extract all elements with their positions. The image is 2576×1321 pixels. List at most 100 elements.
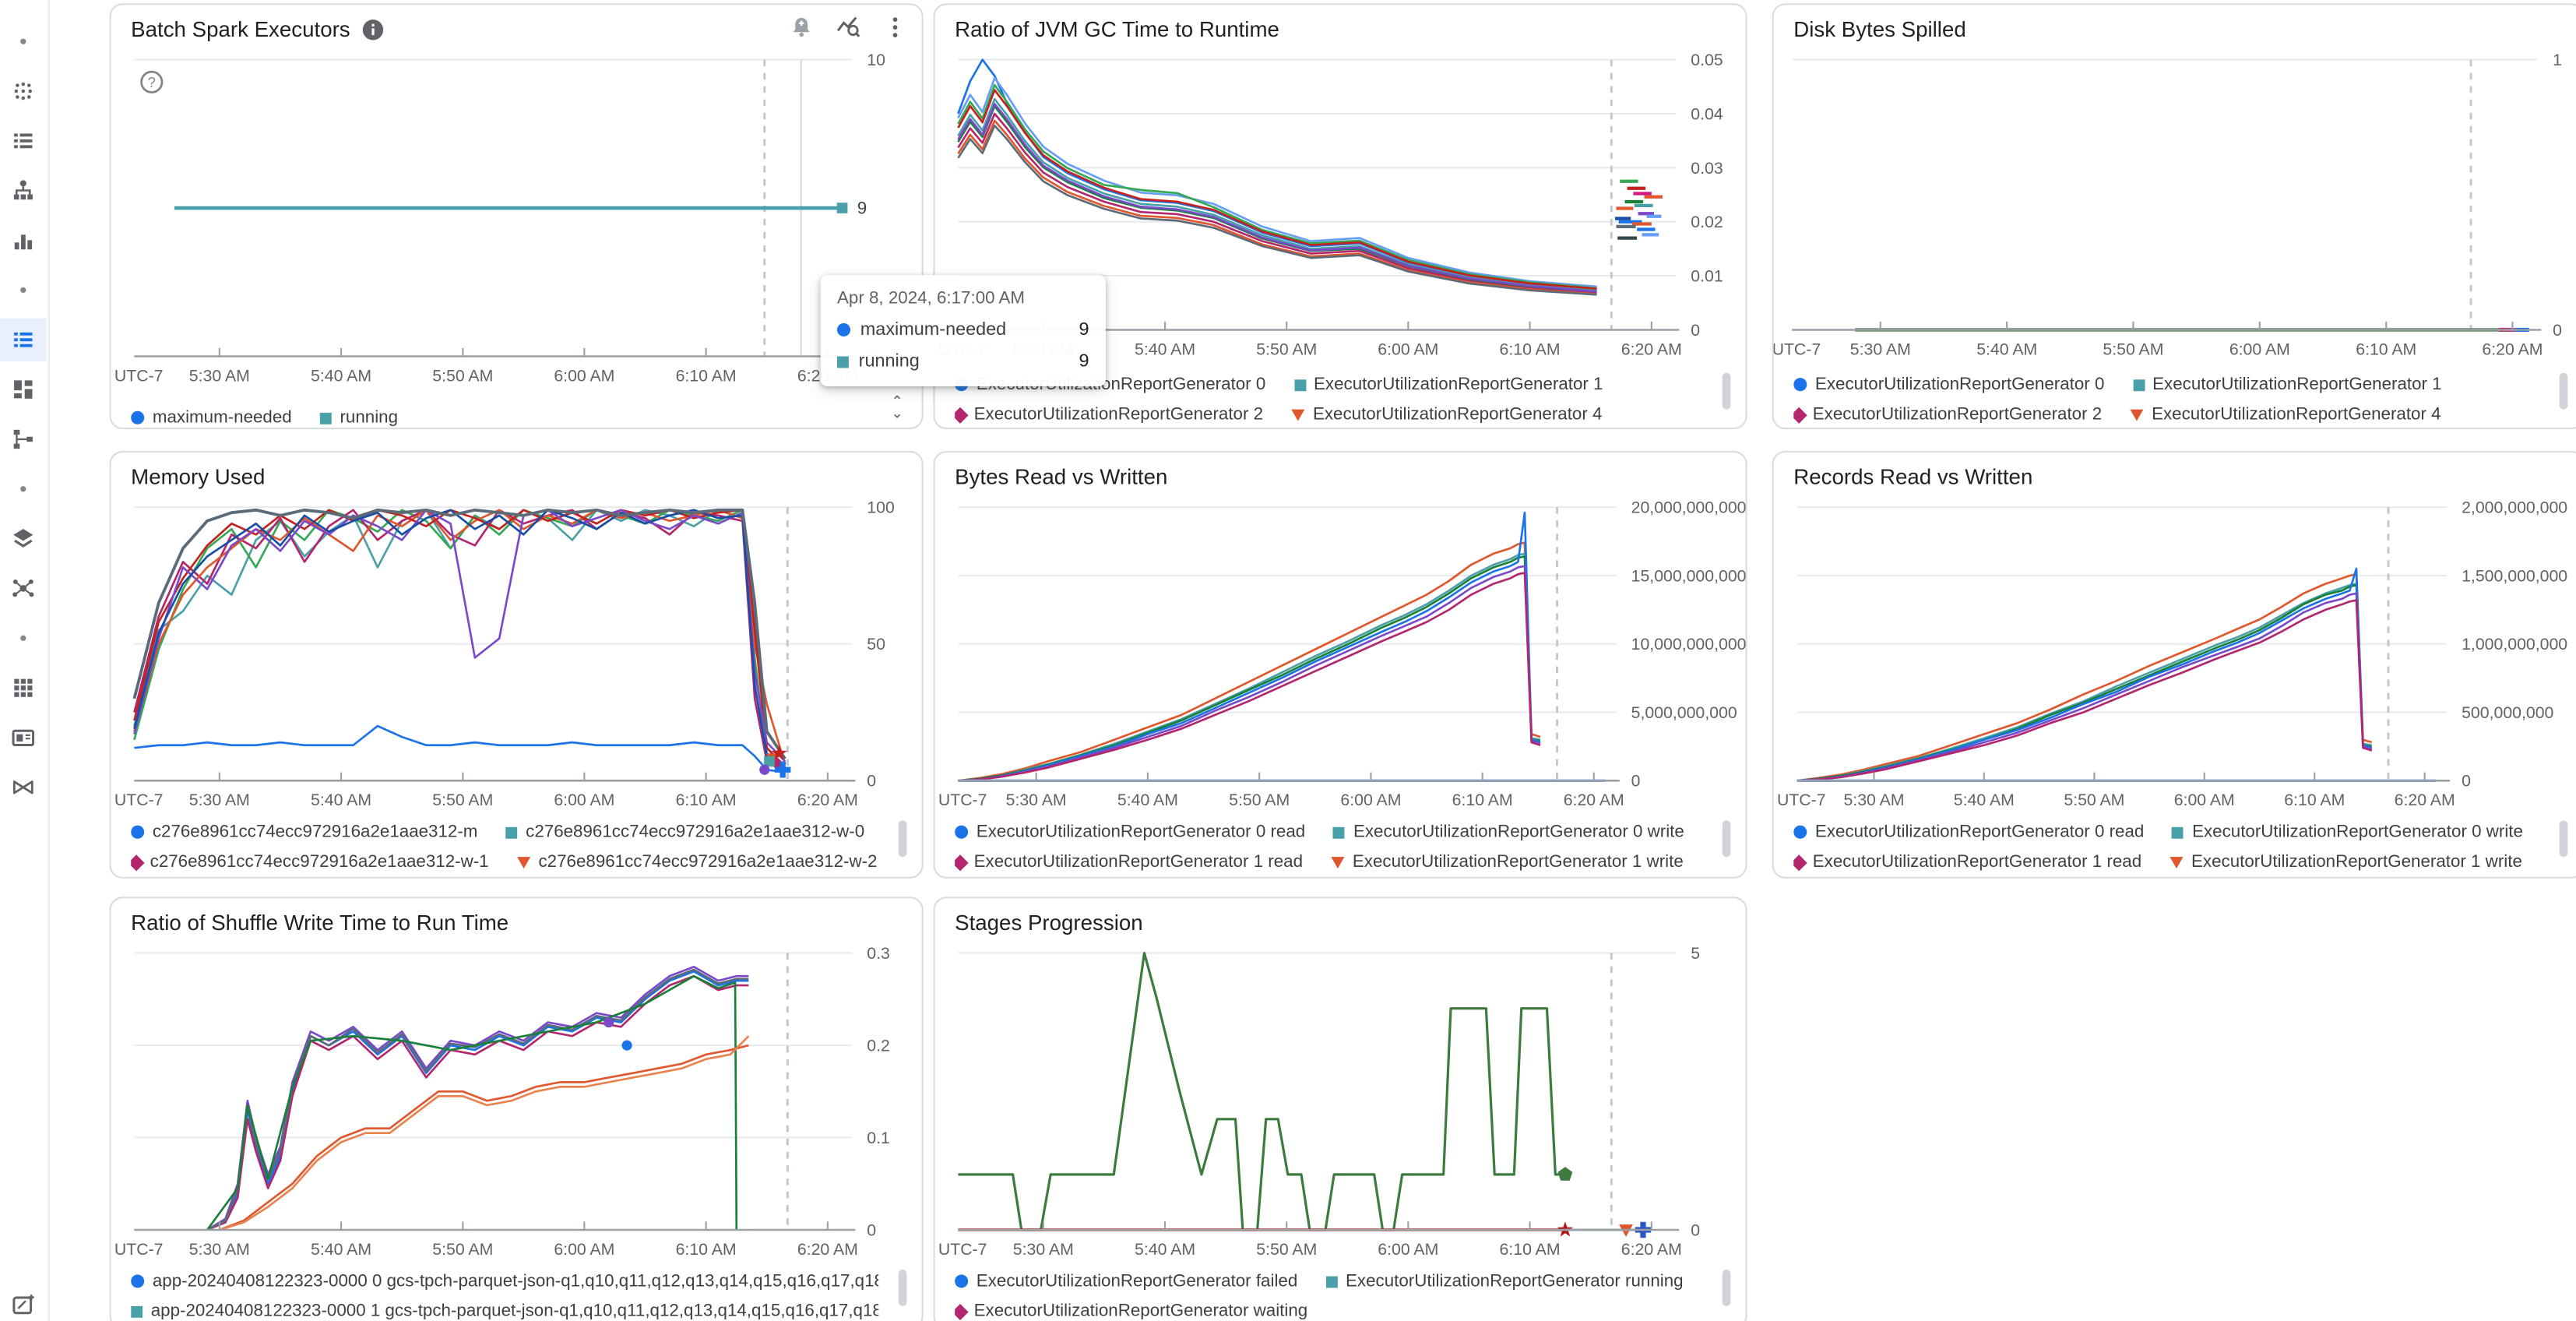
memory-used-chart[interactable]: 100 50 0 5:30 AM 5:40 AM 5:50 AM 6:00 AM 6:10 A… xyxy=(111,495,922,830)
svg-text:5:50 AM: 5:50 AM xyxy=(432,791,493,809)
svg-text:6:00 AM: 6:00 AM xyxy=(554,791,614,809)
legend-item[interactable]: ExecutorUtilizationReportGenerator 1 rea… xyxy=(1793,852,2141,872)
add-alert-icon[interactable] xyxy=(789,15,814,40)
sidebar-item-flow-8[interactable] xyxy=(0,417,47,460)
stages-progression-chart[interactable]: 5 0 5:30 AM 5:40 AM 5:50 AM 6:00 AM 6:10 AM 6:2… xyxy=(935,942,1746,1280)
panel-title: Disk Bytes Spilled xyxy=(1793,16,1966,42)
legend-item[interactable]: app-20240408122323-0000 0 gcs-tpch-parqu… xyxy=(131,1271,878,1291)
svg-text:6:10 AM: 6:10 AM xyxy=(676,1240,737,1259)
legend-marker-square xyxy=(319,411,332,424)
sidebar-item-dot-5[interactable] xyxy=(0,269,47,312)
sidebar-item-list-alt-6[interactable] xyxy=(0,318,47,361)
legend-marker-circle xyxy=(1793,378,1807,392)
legend-item[interactable]: ExecutorUtilizationReportGenerator waiti… xyxy=(955,1301,1307,1321)
svg-text:5:30 AM: 5:30 AM xyxy=(189,1240,250,1259)
legend-scrollbar[interactable] xyxy=(1722,1270,1731,1306)
sidebar-item-bar-chart-4[interactable] xyxy=(0,219,47,262)
panel-title: Ratio of JVM GC Time to Runtime xyxy=(955,16,1279,42)
legend-item[interactable]: ExecutorUtilizationReportGenerator 0 wri… xyxy=(2172,822,2523,842)
svg-text:50: 50 xyxy=(867,635,885,653)
disk-bytes-spilled-chart[interactable]: 1 0 5:30 AM 5:40 AM 5:50 AM 6:00 AM 6:10 AM 6:2… xyxy=(1774,48,2576,380)
legend-item[interactable]: c276e8961cc74ecc972916a2e1aae312-w-1 xyxy=(131,852,489,872)
svg-text:1,000,000,000: 1,000,000,000 xyxy=(2462,635,2567,653)
legend-item[interactable]: ExecutorUtilizationReportGenerator 2 xyxy=(1793,404,2102,424)
legend-item[interactable]: ExecutorUtilizationReportGenerator 1 rea… xyxy=(955,852,1303,872)
legend-item[interactable]: c276e8961cc74ecc972916a2e1aae312-m xyxy=(131,822,477,842)
svg-text:0: 0 xyxy=(867,772,876,791)
legend-item[interactable]: ExecutorUtilizationReportGenerator 1 xyxy=(2132,375,2442,394)
shuffle-write-ratio-chart[interactable]: 0.3 0.2 0.1 0 5:30 AM 5:40 AM 5:50 AM 6:00 AM 6:… xyxy=(111,942,922,1280)
legend-marker-diamond xyxy=(955,854,968,870)
legend-item[interactable]: app-20240408122323-0000 1 gcs-tpch-parqu… xyxy=(131,1301,878,1321)
metrics-explorer-icon[interactable] xyxy=(836,15,862,40)
svg-text:20,000,000,000: 20,000,000,000 xyxy=(1631,498,1747,517)
svg-text:5:30 AM: 5:30 AM xyxy=(1006,791,1067,809)
svg-text:5:40 AM: 5:40 AM xyxy=(311,791,371,809)
legend-marker-diamond xyxy=(131,854,144,870)
legend-item[interactable]: ExecutorUtilizationReportGenerator 0 xyxy=(1793,375,2104,394)
legend-scrollbar[interactable] xyxy=(1722,820,1731,858)
legend-item[interactable]: ExecutorUtilizationReportGenerator 0 wri… xyxy=(1333,822,1684,842)
legend-item[interactable]: ExecutorUtilizationReportGenerator 1 wri… xyxy=(1331,852,1684,872)
help-icon[interactable]: ? xyxy=(139,69,164,103)
legend-row: maximum-needed running xyxy=(131,403,878,428)
sidebar-item-layers-10[interactable] xyxy=(0,517,47,560)
sidebar-item-card-14[interactable] xyxy=(0,716,47,759)
tooltip-series-label: maximum-needed xyxy=(860,319,1007,340)
svg-text:6:10 AM: 6:10 AM xyxy=(1452,791,1513,809)
bytes-read-vs-written-chart[interactable]: 20,000,000,000 15,000,000,000 10,000,000,0… xyxy=(935,495,1746,830)
legend-item[interactable]: ExecutorUtilizationReportGenerator 4 xyxy=(1291,404,1602,424)
legend-scrollbar[interactable] xyxy=(898,820,907,858)
legend-item[interactable]: ExecutorUtilizationReportGenerator 0 rea… xyxy=(955,822,1305,842)
legend-item[interactable]: ExecutorUtilizationReportGenerator 1 wri… xyxy=(2170,852,2522,872)
sidebar-item-grid-13[interactable] xyxy=(0,666,47,709)
legend-expander[interactable]: ⌃ ⌄ xyxy=(891,393,904,421)
svg-text:0.01: 0.01 xyxy=(1691,267,1723,286)
legend-scrollbar[interactable] xyxy=(1722,372,1731,410)
legend-item[interactable]: ExecutorUtilizationReportGenerator 0 rea… xyxy=(1793,822,2144,842)
svg-text:9: 9 xyxy=(857,199,867,218)
sidebar-item-network-11[interactable] xyxy=(0,567,47,610)
legend: app-20240408122323-0000 0 gcs-tpch-parqu… xyxy=(131,1266,878,1321)
legend-scrollbar[interactable] xyxy=(2559,820,2568,858)
legend-item[interactable]: ExecutorUtilizationReportGenerator runni… xyxy=(1325,1271,1684,1291)
legend-item[interactable]: c276e8961cc74ecc972916a2e1aae312-w-2 xyxy=(516,852,877,872)
svg-text:6:10 AM: 6:10 AM xyxy=(1500,1240,1561,1259)
svg-text:5:30 AM: 5:30 AM xyxy=(1843,791,1904,809)
svg-text:6:00 AM: 6:00 AM xyxy=(554,1240,614,1259)
legend-item[interactable]: ExecutorUtilizationReportGenerator 2 xyxy=(955,404,1263,424)
legend-label: ExecutorUtilizationReportGenerator 4 xyxy=(1312,404,1603,424)
svg-text:5,000,000,000: 5,000,000,000 xyxy=(1631,703,1737,722)
legend-item[interactable]: running xyxy=(319,407,398,428)
sidebar-item-scatter-1[interactable] xyxy=(0,69,47,112)
legend-item[interactable]: ExecutorUtilizationReportGenerator 1 xyxy=(1293,375,1603,394)
svg-text:10: 10 xyxy=(867,51,885,69)
svg-text:2,000,000,000: 2,000,000,000 xyxy=(2462,498,2567,517)
sidebar-item-blocks-7[interactable] xyxy=(0,368,47,410)
sidebar-item-bowtie-15[interactable] xyxy=(0,766,47,808)
sidebar-item-dot-0[interactable] xyxy=(0,20,47,63)
sidebar-item-list-2[interactable] xyxy=(0,119,47,162)
legend-item[interactable]: maximum-needed xyxy=(131,407,292,428)
batch-spark-executors-chart[interactable]: 10895:30 AM5:40 AM5:50 AM6:00 AM6:10 AM6… xyxy=(111,48,922,407)
more-vert-icon[interactable] xyxy=(884,15,907,40)
info-icon[interactable] xyxy=(362,17,385,41)
legend-marker-triangle xyxy=(516,856,530,868)
sidebar-item-compose[interactable] xyxy=(0,1283,47,1321)
svg-text:5:40 AM: 5:40 AM xyxy=(311,1240,371,1259)
dot-icon xyxy=(20,287,26,294)
legend-item[interactable]: ExecutorUtilizationReportGenerator faile… xyxy=(955,1271,1297,1291)
legend-scrollbar[interactable] xyxy=(2559,372,2568,410)
legend-item[interactable]: c276e8961cc74ecc972916a2e1aae312-w-0 xyxy=(505,822,864,842)
sidebar-item-dot-9[interactable] xyxy=(0,467,47,510)
svg-text:UTC-7: UTC-7 xyxy=(1772,340,1821,358)
sidebar-item-tree-3[interactable] xyxy=(0,169,47,212)
sidebar-item-dot-12[interactable] xyxy=(0,617,47,660)
svg-text:5:40 AM: 5:40 AM xyxy=(1117,791,1178,809)
legend-scrollbar[interactable] xyxy=(898,1270,907,1306)
svg-text:5:50 AM: 5:50 AM xyxy=(1229,791,1290,809)
svg-text:UTC-7: UTC-7 xyxy=(938,791,987,809)
legend-item[interactable]: ExecutorUtilizationReportGenerator 4 xyxy=(2130,404,2441,424)
records-read-vs-written-chart[interactable]: 2,000,000,000 1,500,000,000 1,000,000,000 5… xyxy=(1774,495,2576,830)
